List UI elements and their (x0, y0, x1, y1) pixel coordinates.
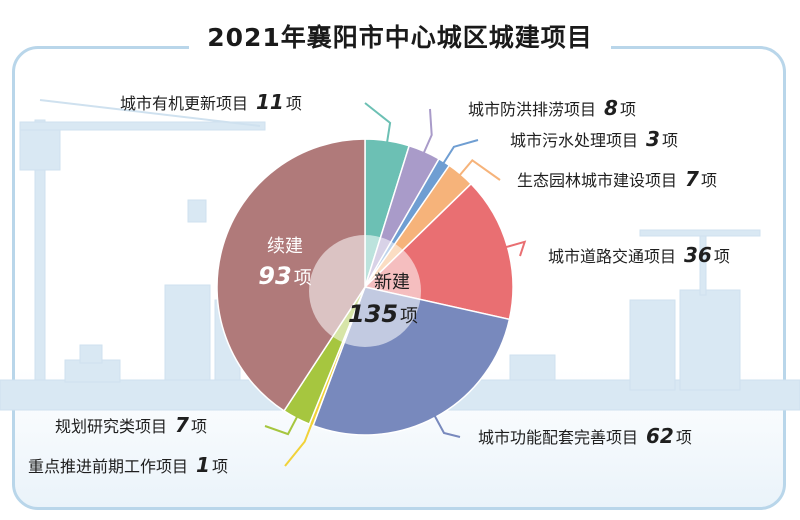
leader-line (364, 102, 392, 145)
slice-label: 生态园林城市建设项目 7 项 (517, 167, 717, 191)
slice-label: 城市道路交通项目 36 项 (548, 243, 730, 267)
continued-label: 续建 (267, 236, 303, 257)
chart-title: 2021年襄阳市中心城区城建项目 (0, 18, 800, 54)
leader-lines (264, 102, 527, 467)
slice-label-text: 规划研究类项目 (55, 417, 167, 436)
new-total-number: 135 (348, 300, 398, 328)
slice-value: 7 (685, 167, 699, 191)
continued-unit: 项 (294, 268, 312, 289)
slice-value: 1 (196, 453, 210, 477)
slice-label-text: 重点推进前期工作项目 (28, 457, 188, 476)
slice-value: 3 (646, 127, 660, 151)
slice-label-text: 城市有机更新项目 (120, 94, 248, 113)
slice-value: 7 (175, 413, 189, 437)
leader-line (421, 108, 433, 156)
new-total-label: 新建 (374, 272, 410, 293)
slice-value: 8 (604, 96, 618, 120)
new-total-unit: 项 (400, 306, 418, 327)
leader-line (441, 139, 479, 166)
slice-unit: 项 (714, 247, 730, 266)
slice-unit: 项 (286, 94, 302, 113)
slice-unit: 项 (676, 428, 692, 447)
slice-value: 36 (684, 243, 712, 267)
leader-line (284, 420, 314, 467)
slice-label-text: 生态园林城市建设项目 (517, 171, 677, 190)
slice-unit: 项 (620, 100, 636, 119)
slice-label: 重点推进前期工作项目 1 项 (28, 453, 228, 477)
slice-labels: 城市有机更新项目 11 项城市防洪排涝项目 8 项城市污水处理项目 3 项生态园林城市建设项… (28, 90, 730, 477)
leader-line (432, 413, 461, 438)
slice-value: 62 (646, 424, 674, 448)
slice-label: 城市有机更新项目 11 项 (120, 90, 302, 114)
new-total-disc (309, 235, 421, 347)
leader-line (457, 158, 501, 181)
slice-label-text: 城市防洪排涝项目 (468, 100, 596, 119)
slice-label: 城市功能配套完善项目 62 项 (478, 424, 692, 448)
slice-unit: 项 (212, 457, 228, 476)
new-total-value: 135 项 (348, 300, 418, 328)
slice-unit: 项 (662, 131, 678, 150)
leader-line (503, 240, 527, 257)
slice-unit: 项 (701, 171, 717, 190)
pie-slice (216, 138, 366, 412)
slice-value: 11 (256, 90, 284, 114)
chart-title-text: 2021年襄阳市中心城区城建项目 (189, 18, 611, 54)
continued-value: 93 项 (258, 262, 311, 290)
slice-unit: 项 (191, 417, 207, 436)
leader-line (264, 414, 300, 436)
slice-label: 城市防洪排涝项目 8 项 (468, 96, 636, 120)
continued-number: 93 (258, 262, 291, 290)
slice-label-text: 城市道路交通项目 (548, 247, 676, 266)
slice-label-text: 城市功能配套完善项目 (478, 428, 638, 447)
slice-label: 规划研究类项目 7 项 (55, 413, 207, 437)
slice-label: 城市污水处理项目 3 项 (510, 127, 678, 151)
slice-label-text: 城市污水处理项目 (510, 131, 638, 150)
